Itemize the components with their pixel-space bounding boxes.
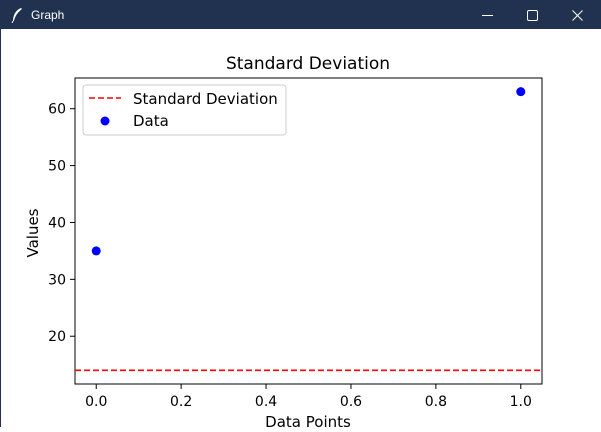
scatter-chart: Standard Deviation 0.0 0.2 0.4 0.6 0.8 1.0 20… <box>24 54 543 431</box>
plot-canvas: Standard Deviation 0.0 0.2 0.4 0.6 0.8 1.0 20… <box>1 29 601 431</box>
series-group <box>75 87 542 372</box>
legend-label-data: Data <box>133 112 169 130</box>
chart-title: Standard Deviation <box>226 54 390 74</box>
title-bar[interactable]: Graph <box>1 1 601 29</box>
legend-label-std: Standard Deviation <box>133 90 278 108</box>
x-tick-label: 0.6 <box>340 394 362 410</box>
data-point <box>91 246 101 256</box>
legend: Standard Deviation Data <box>82 84 287 136</box>
y-tick-label: 40 <box>48 215 66 231</box>
x-axis-label: Data Points <box>265 413 351 428</box>
legend-frame <box>82 84 287 136</box>
minimize-icon <box>481 14 493 16</box>
feather-icon <box>11 8 22 23</box>
y-axis-label: Values <box>24 208 42 257</box>
window-title: Graph <box>31 8 65 22</box>
minimize-button[interactable] <box>464 1 510 29</box>
x-tick-label: 0.8 <box>425 394 447 410</box>
y-tick-label: 50 <box>48 159 66 175</box>
y-tick-label: 30 <box>48 272 66 288</box>
legend-data-marker <box>100 116 110 126</box>
maximize-icon <box>526 9 538 21</box>
y-axis: 20 30 40 50 60 <box>48 102 75 345</box>
x-axis: 0.0 0.2 0.4 0.6 0.8 1.0 <box>85 384 532 410</box>
close-button[interactable] <box>554 1 600 29</box>
y-tick-label: 60 <box>48 102 66 118</box>
x-tick-label: 0.0 <box>85 394 107 410</box>
x-tick-label: 0.4 <box>255 394 277 410</box>
x-tick-label: 0.2 <box>170 394 192 410</box>
close-icon <box>571 9 583 21</box>
data-point <box>516 87 526 97</box>
maximize-button[interactable] <box>509 1 555 29</box>
x-tick-label: 1.0 <box>510 394 532 410</box>
y-tick-label: 20 <box>48 329 66 345</box>
